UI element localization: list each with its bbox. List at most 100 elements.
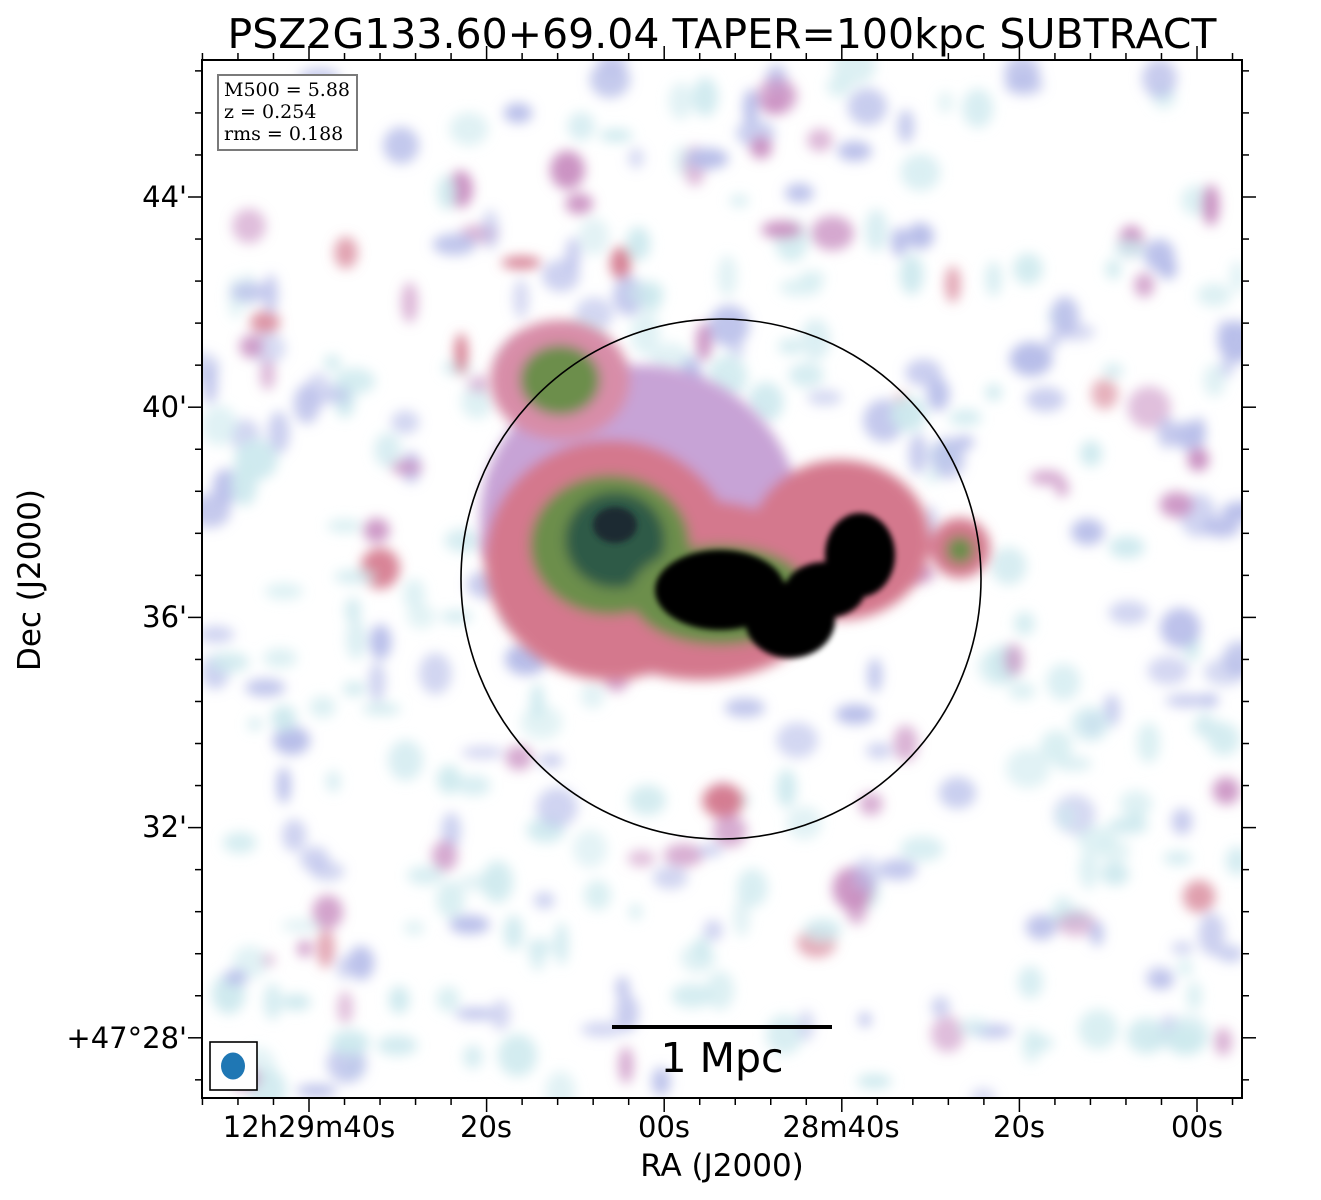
- noise-blob: [337, 991, 354, 1025]
- noise-blob: [407, 866, 444, 885]
- noise-blob: [1160, 607, 1201, 649]
- noise-blob: [536, 787, 578, 828]
- noise-blob: [1119, 790, 1153, 818]
- noise-blob: [1097, 838, 1130, 865]
- noise-blob: [538, 753, 564, 768]
- noise-blob: [837, 141, 872, 162]
- noise-blob: [1157, 417, 1178, 449]
- noise-blob: [1071, 518, 1105, 546]
- noise-blob: [449, 112, 489, 146]
- noise-blob: [342, 681, 366, 697]
- x-tick-label: 20s: [992, 1110, 1046, 1144]
- noise-blob: [1203, 363, 1226, 397]
- noise-blob: [461, 384, 493, 419]
- noise-blob: [1177, 959, 1193, 976]
- noise-blob: [374, 432, 401, 468]
- noise-blob: [1221, 501, 1242, 522]
- noise-blob: [202, 493, 231, 528]
- noise-blob: [615, 976, 630, 1000]
- noise-blob: [1100, 862, 1130, 886]
- noise-blob: [858, 792, 883, 816]
- noise-blob: [281, 994, 311, 1011]
- noise-blob: [652, 866, 688, 890]
- noise-blob: [454, 333, 468, 375]
- noise-blob: [390, 459, 423, 475]
- noise-blob: [297, 940, 312, 958]
- noise-blob: [467, 375, 492, 393]
- noise-blob: [1055, 479, 1069, 497]
- bright-core: [593, 507, 895, 658]
- noise-blob: [277, 766, 291, 804]
- noise-blob: [1225, 846, 1242, 876]
- noise-blob: [776, 722, 819, 759]
- noise-blob: [1080, 440, 1102, 467]
- noise-blob: [931, 996, 950, 1018]
- noise-blob: [263, 983, 282, 1020]
- y-tick-label: 32': [142, 810, 187, 844]
- noise-blob: [628, 785, 666, 816]
- noise-blob: [786, 806, 822, 840]
- noise-blob: [985, 261, 1002, 297]
- noise-blob: [761, 220, 803, 239]
- noise-blob: [1029, 470, 1065, 486]
- noise-blob: [1136, 722, 1161, 763]
- noise-blob: [845, 891, 868, 925]
- noise-blob: [550, 150, 585, 190]
- noise-blob: [788, 362, 824, 388]
- noise-blob: [584, 880, 611, 911]
- noise-blob: [312, 894, 344, 930]
- noise-blob: [779, 278, 822, 297]
- noise-blob: [300, 846, 330, 872]
- noise-blob: [282, 819, 307, 852]
- noise-blob: [1182, 880, 1216, 913]
- noise-blob: [651, 1067, 671, 1096]
- axis-ticks: [188, 46, 1256, 1112]
- noise-blob: [958, 1018, 990, 1036]
- noise-blob: [702, 783, 745, 818]
- noise-blob: [705, 970, 735, 1010]
- noise-blob: [533, 892, 555, 909]
- noise-blob: [1078, 1009, 1118, 1050]
- noise-blob: [432, 233, 477, 256]
- noise-blob: [401, 282, 418, 323]
- noise-blob: [232, 208, 266, 244]
- noise-blob: [1025, 914, 1057, 940]
- x-tick-label: 12h29m40s: [222, 1110, 396, 1144]
- noise-blob: [930, 1016, 965, 1053]
- noise-blob: [756, 77, 798, 115]
- noise-blob: [437, 175, 456, 211]
- noise-blob: [497, 1034, 538, 1077]
- noise-blob: [210, 652, 250, 673]
- noise-blob: [1017, 966, 1043, 999]
- noise-blob: [610, 246, 632, 280]
- noise-blob: [230, 282, 270, 303]
- noise-blob: [449, 915, 490, 934]
- noise-blob: [1174, 421, 1201, 451]
- noise-blob: [671, 983, 714, 1008]
- y-tick-label: +47°28': [66, 1021, 187, 1055]
- r500-circle: [460, 318, 982, 840]
- noise-blob: [1187, 447, 1209, 472]
- noise-blob: [454, 1007, 497, 1020]
- noise-blob: [1217, 320, 1242, 363]
- noise-blob: [810, 215, 855, 251]
- noise-blob: [580, 683, 605, 709]
- noise-blob: [336, 956, 352, 980]
- noise-blob: [383, 126, 420, 164]
- y-tick-label: 40': [142, 390, 187, 424]
- noise-blob: [441, 812, 462, 849]
- noise-blob: [713, 814, 747, 848]
- noise-blob: [804, 918, 842, 942]
- noise-blob: [708, 305, 750, 347]
- x-tick-label: 00s: [637, 1110, 691, 1144]
- noise-blob: [437, 765, 462, 794]
- noise-blob: [481, 860, 514, 903]
- noise-blob: [346, 618, 367, 660]
- noise-blob: [503, 915, 524, 950]
- noise-blob: [293, 384, 320, 424]
- noise-blob: [1145, 966, 1175, 990]
- noise-blob: [937, 91, 953, 114]
- y-tick-label: 36': [142, 600, 187, 634]
- noise-blob: [330, 1030, 370, 1055]
- noise-blob: [368, 661, 386, 703]
